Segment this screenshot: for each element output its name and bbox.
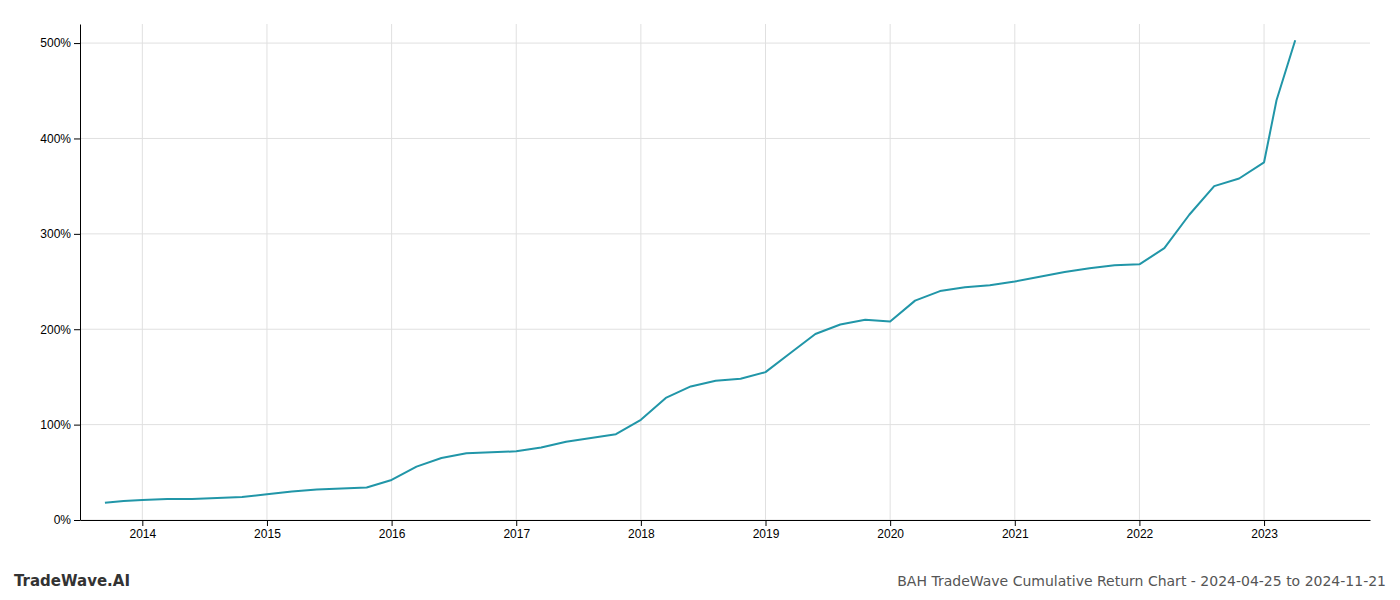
x-tick-label: 2021 bbox=[1002, 527, 1029, 541]
y-tick: 100% bbox=[40, 418, 80, 432]
grid-line bbox=[80, 424, 1370, 425]
x-tick: 2022 bbox=[1127, 520, 1154, 541]
y-tick-label: 500% bbox=[40, 36, 71, 50]
y-tick: 0% bbox=[54, 513, 80, 527]
grid-line bbox=[1264, 24, 1265, 520]
x-tick: 2021 bbox=[1002, 520, 1029, 541]
x-tick: 2015 bbox=[254, 520, 281, 541]
y-tick: 500% bbox=[40, 36, 80, 50]
x-tick: 2016 bbox=[379, 520, 406, 541]
x-tick-label: 2016 bbox=[379, 527, 406, 541]
x-tick-label: 2020 bbox=[877, 527, 904, 541]
grid-line bbox=[391, 24, 392, 520]
y-tick-label: 400% bbox=[40, 132, 71, 146]
y-tick-label: 100% bbox=[40, 418, 71, 432]
plot-area: 2014 2015 2016 2017 2018 2019 2020 2021 2022 2023… bbox=[40, 24, 1370, 541]
x-tick-mark bbox=[267, 520, 268, 526]
grid-line bbox=[640, 24, 641, 520]
y-tick-label: 200% bbox=[40, 323, 71, 337]
x-tick-mark bbox=[766, 520, 767, 526]
grid-line bbox=[516, 24, 517, 520]
grid-line bbox=[142, 24, 143, 520]
grid-line bbox=[1014, 24, 1015, 520]
x-tick-label: 2014 bbox=[129, 527, 156, 541]
grid-line bbox=[1139, 24, 1140, 520]
y-tick: 300% bbox=[40, 227, 80, 241]
watermark: TradeWave.AI bbox=[14, 572, 130, 590]
y-tick-mark bbox=[74, 234, 80, 235]
y-tick-mark bbox=[74, 520, 80, 521]
x-tick-mark bbox=[516, 520, 517, 526]
y-tick: 200% bbox=[40, 323, 80, 337]
y-tick-label: 0% bbox=[54, 513, 72, 527]
x-tick-label: 2023 bbox=[1251, 527, 1278, 541]
grid-line bbox=[80, 520, 1370, 521]
y-axis-line bbox=[80, 25, 81, 521]
y-tick-mark bbox=[74, 425, 80, 426]
grid-line bbox=[890, 24, 891, 520]
x-tick-mark bbox=[890, 520, 891, 526]
x-tick-mark bbox=[1264, 520, 1265, 526]
x-tick-label: 2017 bbox=[503, 527, 530, 541]
x-tick: 2014 bbox=[129, 520, 156, 541]
y-tick: 400% bbox=[40, 132, 80, 146]
x-tick-label: 2019 bbox=[753, 527, 780, 541]
x-tick-mark bbox=[641, 520, 642, 526]
x-tick: 2019 bbox=[753, 520, 780, 541]
grid-line bbox=[765, 24, 766, 520]
y-tick-mark bbox=[74, 43, 80, 44]
grid-line bbox=[80, 43, 1370, 44]
grid-line bbox=[266, 24, 267, 520]
x-tick: 2017 bbox=[503, 520, 530, 541]
chart: 2014 2015 2016 2017 2018 2019 2020 2021 2022 2023… bbox=[0, 0, 1400, 600]
x-tick: 2018 bbox=[628, 520, 655, 541]
series bbox=[105, 40, 1295, 503]
line bbox=[105, 40, 1295, 503]
x-axis-line bbox=[81, 520, 1371, 521]
title: BAH TradeWave Cumulative Return Chart - … bbox=[897, 573, 1386, 589]
x-axis: 2014 2015 2016 2017 2018 2019 2020 2021 2022 2023 bbox=[81, 520, 1371, 541]
x-tick: 2023 bbox=[1251, 520, 1278, 541]
grid-line bbox=[80, 138, 1370, 139]
x-tick-label: 2018 bbox=[628, 527, 655, 541]
y-tick-mark bbox=[74, 329, 80, 330]
y-tick-label: 300% bbox=[40, 227, 71, 241]
grid bbox=[80, 24, 1370, 520]
x-tick-mark bbox=[392, 520, 393, 526]
x-tick-label: 2015 bbox=[254, 527, 281, 541]
y-axis: 0% 100% 200% 300% 400% 500% bbox=[40, 25, 80, 528]
y-tick-mark bbox=[74, 138, 80, 139]
x-tick-label: 2022 bbox=[1127, 527, 1154, 541]
x-tick-mark bbox=[142, 520, 143, 526]
grid-line bbox=[80, 329, 1370, 330]
x-tick: 2020 bbox=[877, 520, 904, 541]
x-tick-mark bbox=[1015, 520, 1016, 526]
x-tick-mark bbox=[1139, 520, 1140, 526]
